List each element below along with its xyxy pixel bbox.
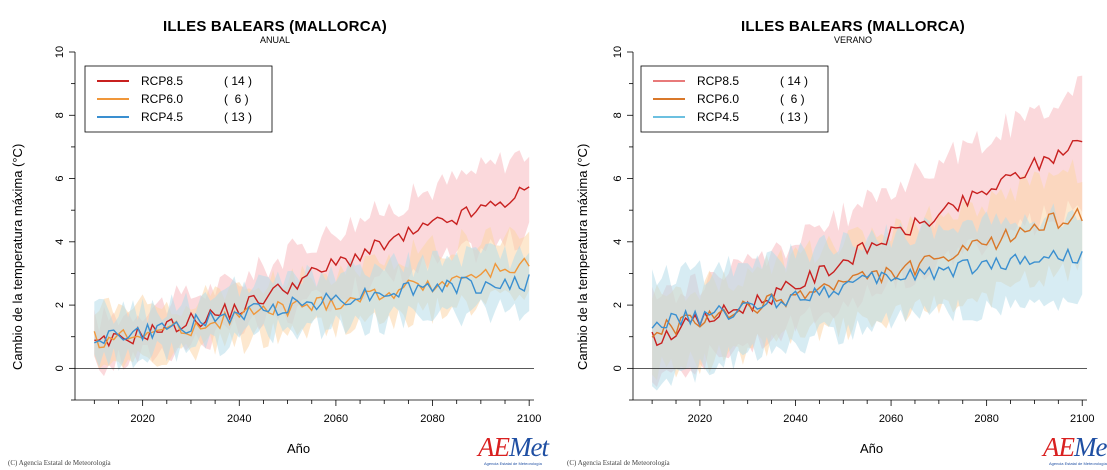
x-tick-label: 2040 (227, 413, 251, 425)
y-tick-label: 2 (612, 302, 624, 308)
legend-label: RCP4.5 (141, 110, 183, 124)
legend-count: ( 6 ) (780, 92, 805, 106)
y-tick-label: 10 (54, 46, 66, 58)
legend-count: ( 13 ) (224, 110, 252, 124)
legend-count: ( 14 ) (780, 74, 808, 88)
x-tick-label: 2020 (130, 413, 154, 425)
legend-label: RCP6.0 (697, 92, 739, 106)
legend-label: RCP6.0 (141, 92, 183, 106)
y-tick-label: 8 (612, 112, 624, 118)
legend-count: ( 6 ) (224, 92, 249, 106)
series-line-rcp60 (93, 257, 530, 349)
chart-subtitle: ANUAL (259, 35, 290, 45)
chart-subtitle: VERANO (833, 35, 872, 45)
x-tick-label: 2100 (517, 413, 541, 425)
y-tick-label: 6 (612, 175, 624, 181)
x-axis-label: Año (860, 441, 884, 456)
aemet-logo: AEMet Agencia Estatal de Meteorología (478, 432, 549, 466)
legend-count: ( 14 ) (224, 74, 252, 88)
band-rcp45 (94, 243, 530, 371)
y-tick-label: 8 (54, 112, 66, 118)
chart-panel-verano: 0 2 4 6 8 10 2020 2040 2060 2080 2100 RCP8.5( 14 ) R… (553, 0, 1107, 470)
axes: 0 2 4 6 8 10 2020 2040 2060 2080 2100 (54, 46, 541, 425)
copyright-text: (C) Agencia Estatal de Meteorología (567, 459, 670, 467)
chart-panel-anual: 0 2 4 6 8 10 2020 2040 2060 2080 2100 RCP8.5( 14 ) R… (0, 0, 553, 470)
y-axis-label: Cambio de la temperatura máxima (°C) (575, 143, 590, 370)
legend-label: RCP4.5 (697, 110, 739, 124)
uncertainty-bands (94, 150, 530, 377)
series-line-rcp60 (651, 207, 1083, 338)
x-tick-label: 2040 (783, 413, 807, 425)
x-axis-label: Año (287, 441, 311, 456)
legend-label: RCP8.5 (141, 74, 183, 88)
x-tick-label: 2060 (324, 413, 348, 425)
y-axis-label: Cambio de la temperatura máxima (°C) (10, 143, 25, 370)
x-tick-label: 2060 (879, 413, 903, 425)
y-tick-label: 4 (612, 239, 624, 245)
axes: 0 2 4 6 8 10 2020 2040 2060 2080 2100 (612, 46, 1094, 425)
chart-title: ILLES BALEARS (MALLORCA) (163, 18, 387, 35)
legend: RCP8.5 ( 14 ) RCP6.0 ( 6 ) RCP4.5 ( 13 ) (84, 65, 273, 133)
band-rcp45 (652, 203, 1083, 391)
legend-label: RCP8.5 (697, 74, 739, 88)
series-line-rcp45 (94, 274, 530, 345)
uncertainty-bands (652, 75, 1083, 391)
y-tick-label: 0 (54, 365, 66, 371)
chart-title: ILLES BALEARS (MALLORCA) (741, 18, 965, 35)
series-line-rcp85 (94, 186, 530, 348)
legend-count: ( 13 ) (780, 110, 808, 124)
x-tick-label: 2020 (688, 413, 712, 425)
y-tick-label: 10 (612, 46, 624, 58)
aemet-logo: AEMet Agencia Estatal de Meteorología (1043, 432, 1107, 466)
y-tick-label: 0 (612, 365, 624, 371)
series-line-rcp45 (651, 247, 1083, 329)
x-tick-label: 2080 (420, 413, 444, 425)
legend: RCP8.5 ( 14 ) RCP6.0 ( 6 ) RCP4.5 ( 13 ) (640, 65, 829, 133)
y-tick-label: 4 (54, 239, 66, 245)
series-lines (93, 186, 530, 349)
y-tick-label: 6 (54, 175, 66, 181)
y-tick-label: 2 (54, 302, 66, 308)
copyright-text: (C) Agencia Estatal de Meteorología (8, 459, 111, 467)
series-lines (651, 139, 1083, 347)
x-tick-label: 2100 (1070, 413, 1094, 425)
series-line-rcp85 (651, 139, 1083, 347)
x-tick-label: 2080 (974, 413, 998, 425)
